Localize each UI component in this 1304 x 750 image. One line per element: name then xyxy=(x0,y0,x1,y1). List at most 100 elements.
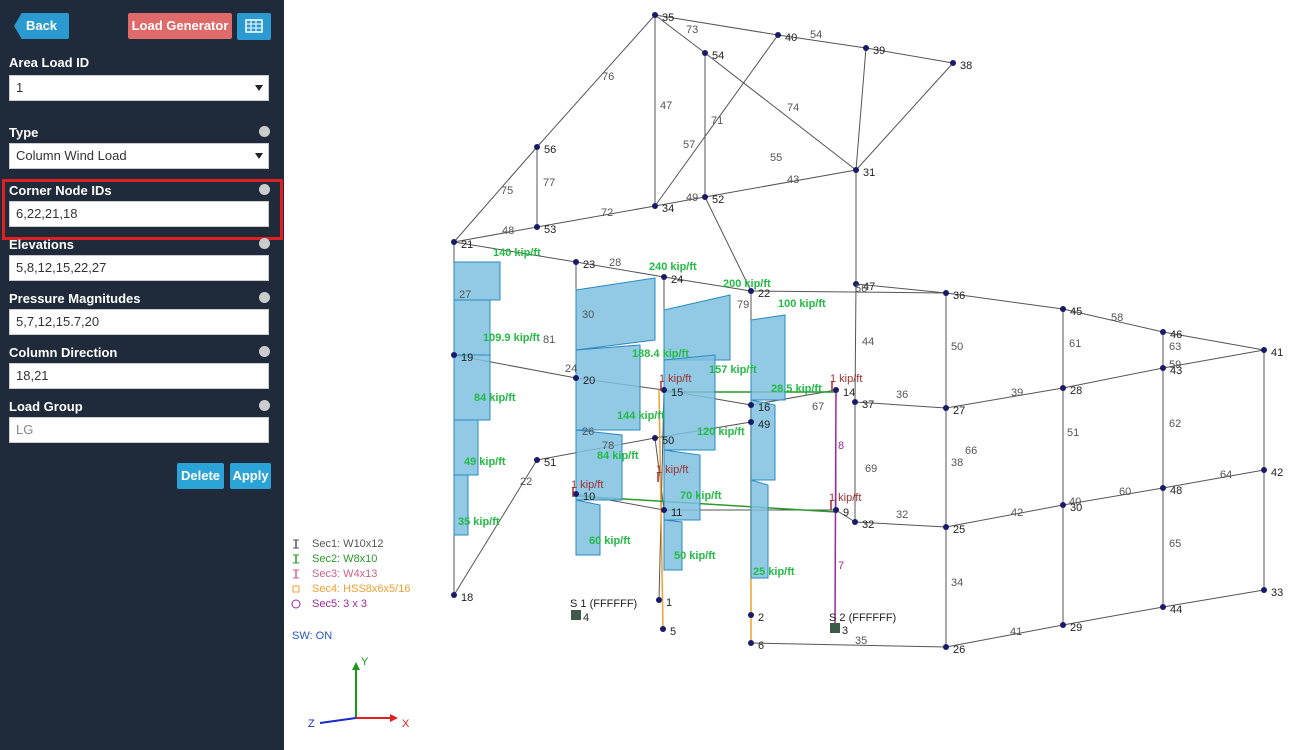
node-label: 9 xyxy=(843,507,849,519)
member xyxy=(453,226,538,243)
node-label: 5 xyxy=(670,626,676,638)
info-icon xyxy=(259,184,270,195)
info-icon xyxy=(259,400,270,411)
node xyxy=(748,288,754,294)
member xyxy=(654,437,665,511)
wind-load-label: 35 kip/ft xyxy=(458,516,500,528)
field-label: Type xyxy=(9,125,39,140)
wind-load-label: 188.4 kip/ft xyxy=(632,348,689,360)
node xyxy=(1060,622,1066,628)
member-label: 65 xyxy=(1169,538,1181,550)
member-label: 41 xyxy=(1010,626,1022,638)
member-label: 75 xyxy=(501,185,513,197)
node-label: 31 xyxy=(863,167,875,179)
member-label: 64 xyxy=(1220,469,1232,481)
model-viewport[interactable]: 3540393854315653345221232422473645464119… xyxy=(284,0,1304,750)
node-label: 4 xyxy=(583,612,589,624)
field-input[interactable]: 5,7,12,15.7,20 xyxy=(9,309,269,335)
sec4-member xyxy=(658,389,664,630)
wind-load-panel xyxy=(663,519,683,571)
node-label: 14 xyxy=(843,387,855,399)
field-input[interactable]: Column Wind Load xyxy=(9,143,269,169)
dropdown-arrow xyxy=(255,85,263,95)
wind-load-label: 28.5 kip/ft xyxy=(771,383,822,395)
load-generator-button[interactable]: Load Generator xyxy=(128,13,232,39)
node-label: 1 xyxy=(666,597,672,609)
node xyxy=(833,387,839,393)
wind-load-label: 84 kip/ft xyxy=(597,450,639,462)
member-label: 69 xyxy=(865,463,877,475)
point-load-label: 1 kip/ft xyxy=(659,373,691,385)
field-input[interactable]: 6,22,21,18 xyxy=(9,201,269,227)
node-label: 42 xyxy=(1271,467,1283,479)
legend-label: Sec2: W8x10 xyxy=(312,553,377,565)
member-label: 63 xyxy=(1169,341,1181,353)
node-label: 16 xyxy=(758,402,770,414)
member-label: 22 xyxy=(520,476,532,488)
field-input[interactable]: 1 xyxy=(9,75,269,101)
member xyxy=(1162,331,1265,351)
node xyxy=(943,290,949,296)
node xyxy=(943,405,949,411)
apply-button[interactable]: Apply xyxy=(230,463,271,489)
node-label: 33 xyxy=(1271,587,1283,599)
wind-load-panel xyxy=(453,419,479,476)
node xyxy=(534,224,540,230)
node-label: 3 xyxy=(842,625,848,637)
wind-load-panel xyxy=(750,314,786,401)
member-label: 44 xyxy=(862,336,874,348)
member-label: 43 xyxy=(787,174,799,186)
member xyxy=(1062,606,1164,626)
field-label: Elevations xyxy=(9,237,75,252)
field-input[interactable]: 18,21 xyxy=(9,363,269,389)
member-label: 28 xyxy=(609,257,621,269)
wind-load-panel xyxy=(575,277,656,351)
node xyxy=(748,419,754,425)
delete-button[interactable]: Delete xyxy=(177,463,224,489)
info-icon xyxy=(259,346,270,357)
node-label: 10 xyxy=(583,491,595,503)
member-label: 73 xyxy=(686,24,698,36)
field-label: Corner Node IDs xyxy=(9,183,112,198)
field-input[interactable]: LG xyxy=(9,417,269,443)
node-label: 27 xyxy=(953,405,965,417)
node xyxy=(1261,347,1267,353)
member xyxy=(704,52,857,171)
wind-load-panel xyxy=(663,354,716,451)
member xyxy=(854,521,947,528)
node-label: 25 xyxy=(953,524,965,536)
info-icon xyxy=(259,126,270,137)
node xyxy=(950,60,956,66)
node xyxy=(573,375,579,381)
node-label: 37 xyxy=(862,399,874,411)
node xyxy=(853,281,859,287)
wind-load-label: 70 kip/ft xyxy=(680,490,722,502)
member xyxy=(704,169,857,198)
table-button[interactable] xyxy=(237,13,271,40)
member-label: 60 xyxy=(1119,486,1131,498)
wind-load-label: 157 kip/ft xyxy=(709,364,757,376)
member-label: 40 xyxy=(1069,496,1081,508)
member xyxy=(536,205,656,228)
node-label: 32 xyxy=(862,519,874,531)
node xyxy=(1160,365,1166,371)
node-label: 20 xyxy=(583,375,595,387)
node xyxy=(661,387,667,393)
back-button[interactable]: Back xyxy=(14,13,69,39)
node-label: 56 xyxy=(544,144,556,156)
node-label: 40 xyxy=(785,32,797,44)
member xyxy=(1162,349,1265,369)
node xyxy=(660,626,666,632)
info-icon xyxy=(259,292,270,303)
node-label: 26 xyxy=(953,644,965,656)
node xyxy=(1261,587,1267,593)
wind-load-label: 109.9 kip/ft xyxy=(483,332,540,344)
field-input[interactable]: 5,8,12,15,22,27 xyxy=(9,255,269,281)
wind-load-label: 60 kip/ft xyxy=(589,535,631,547)
field-label: Load Group xyxy=(9,399,83,414)
point-load-label: 1 kip/ft xyxy=(656,464,688,476)
node-label: 44 xyxy=(1170,604,1182,616)
node-label: 43 xyxy=(1170,365,1182,377)
wind-load-panel xyxy=(750,479,769,579)
node xyxy=(1060,385,1066,391)
